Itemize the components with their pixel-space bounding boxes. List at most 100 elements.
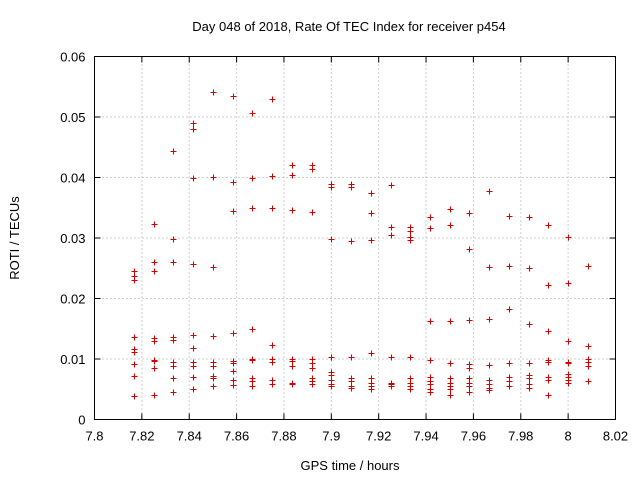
y-tick-label: 0.01 <box>60 352 85 367</box>
data-point <box>368 386 375 393</box>
x-tick-label: 7.88 <box>271 429 296 444</box>
data-point <box>210 333 217 340</box>
data-point <box>545 222 552 229</box>
data-point <box>230 93 237 100</box>
data-point <box>309 209 316 216</box>
x-tick-labels: 7.8 7.82 7.84 7.86 7.88 7.9 7.92 7.94 7.96 7.98 8 8… <box>85 429 628 444</box>
data-point <box>151 268 158 275</box>
data-point <box>565 280 572 287</box>
data-point <box>348 184 355 191</box>
data-points <box>131 89 592 400</box>
y-axis-label: ROTI / TECUs <box>7 196 22 280</box>
data-point <box>230 382 237 389</box>
data-point <box>447 206 454 213</box>
data-point <box>328 184 335 191</box>
data-point <box>151 365 158 372</box>
data-point <box>210 383 217 390</box>
data-point <box>427 357 434 364</box>
data-point <box>565 234 572 241</box>
data-point <box>486 316 493 323</box>
data-point <box>190 332 197 339</box>
data-point <box>526 375 533 382</box>
data-point <box>190 345 197 352</box>
data-point <box>151 358 158 365</box>
data-point <box>545 359 552 366</box>
data-point <box>210 89 217 96</box>
y-tick-label: 0.06 <box>60 50 85 65</box>
data-point <box>427 389 434 396</box>
data-point <box>585 378 592 385</box>
data-point <box>466 210 473 217</box>
data-point <box>486 387 493 394</box>
x-tick-label: 8.02 <box>603 429 628 444</box>
data-point <box>486 188 493 195</box>
data-point <box>407 228 414 235</box>
data-point <box>348 385 355 392</box>
data-point <box>309 166 316 173</box>
data-point <box>269 96 276 103</box>
x-tick-label: 7.8 <box>85 429 103 444</box>
data-point <box>190 126 197 133</box>
data-point <box>447 392 454 399</box>
x-tick-label: 7.94 <box>413 429 438 444</box>
data-point <box>170 389 177 396</box>
data-point <box>466 389 473 396</box>
data-point <box>388 224 395 231</box>
data-point <box>309 365 316 372</box>
data-point <box>190 175 197 182</box>
data-point <box>131 349 138 356</box>
data-point <box>407 354 414 361</box>
grid <box>94 56 616 420</box>
data-point <box>170 363 177 370</box>
x-tick-label: 7.98 <box>508 429 533 444</box>
data-point <box>230 179 237 186</box>
x-tick-label: 8 <box>565 429 572 444</box>
x-tick-label: 7.9 <box>322 429 340 444</box>
data-point <box>526 321 533 328</box>
data-point <box>131 361 138 368</box>
data-point <box>210 264 217 271</box>
data-point <box>151 392 158 399</box>
data-point <box>447 222 454 229</box>
data-point <box>506 360 513 367</box>
data-point <box>427 225 434 232</box>
data-point <box>427 214 434 221</box>
data-point <box>348 354 355 361</box>
data-point <box>269 359 276 366</box>
data-point <box>466 365 473 372</box>
data-point <box>466 246 473 253</box>
data-point <box>131 277 138 284</box>
data-point <box>407 386 414 393</box>
y-tick-label: 0.05 <box>60 110 85 125</box>
data-point <box>368 190 375 197</box>
data-point <box>447 360 454 367</box>
data-point <box>585 343 592 350</box>
data-point <box>170 337 177 344</box>
data-point <box>368 237 375 244</box>
data-point <box>565 338 572 345</box>
data-point <box>506 213 513 220</box>
data-point <box>526 214 533 221</box>
data-point <box>526 265 533 272</box>
data-point <box>249 205 256 212</box>
data-point <box>447 318 454 325</box>
data-point <box>131 393 138 400</box>
data-point <box>190 261 197 268</box>
x-tick-label: 7.92 <box>366 429 391 444</box>
data-point <box>170 375 177 382</box>
data-point <box>328 236 335 243</box>
data-point <box>388 354 395 361</box>
data-point <box>269 342 276 349</box>
data-point <box>289 381 296 388</box>
x-tick-label: 7.86 <box>224 429 249 444</box>
data-point <box>526 385 533 392</box>
data-point <box>131 373 138 380</box>
data-point <box>388 383 395 390</box>
data-point <box>368 350 375 357</box>
x-axis-label: GPS time / hours <box>301 458 400 473</box>
data-point <box>447 386 454 393</box>
data-point <box>151 221 158 228</box>
data-point <box>170 236 177 243</box>
data-point <box>249 326 256 333</box>
